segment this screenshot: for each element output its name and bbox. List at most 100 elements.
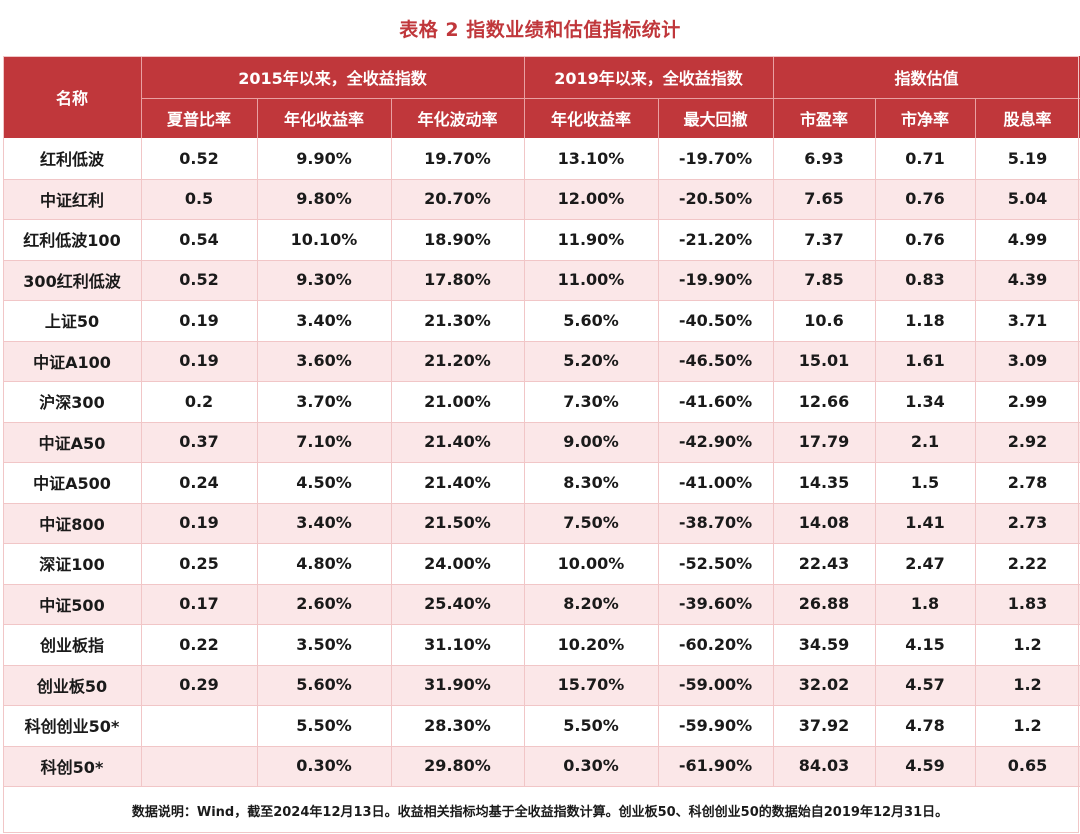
row-divider: [3, 462, 1080, 463]
table-cell: 26.88: [798, 594, 850, 614]
table-cell: 34.59: [798, 634, 850, 654]
row-divider: [3, 705, 1080, 706]
table-cell: [141, 746, 257, 787]
header-name: 名称: [55, 89, 88, 108]
table-cell: 3.50%: [296, 634, 352, 654]
table-cell: 7.85: [804, 270, 844, 290]
table-cell: -60.20%: [678, 634, 753, 654]
table-cell: 1.18: [905, 310, 945, 330]
table-cell: 0.30%: [563, 756, 619, 776]
table-cell: 1.8: [910, 594, 940, 614]
table-row: 上证50 0.19 3.40% 21.30% 5.60% -40.50% 10.6 1.18 3…: [3, 300, 1080, 341]
column-divider: [773, 138, 774, 786]
table-cell: 11.00%: [557, 270, 625, 290]
header-group-valuation: 指数估值: [894, 69, 959, 88]
row-divider: [3, 300, 1080, 301]
table-cell: -19.90%: [678, 270, 753, 290]
row-divider: [3, 583, 1080, 585]
table-cell: -40.50%: [678, 310, 753, 330]
table-cell: 13.10%: [557, 148, 625, 168]
table-cell: 7.50%: [563, 513, 619, 533]
row-name-cell: 科创创业50*: [24, 717, 120, 737]
column-divider: [875, 138, 876, 786]
table-cell: 2.78: [1007, 472, 1048, 492]
table-cell: 5.60%: [296, 675, 352, 695]
table-cell: 5.20%: [563, 351, 619, 371]
table-cell: 4.57: [905, 675, 945, 695]
table-body: 红利低波 0.52 9.90% 19.70% 13.10% -19.70% 6.93 0.71…: [3, 138, 1080, 787]
row-divider: [3, 421, 1080, 423]
row-name-cell: 300红利低波: [23, 271, 121, 291]
table-cell: 2.99: [1007, 391, 1048, 411]
table-cell: -42.90%: [678, 432, 753, 452]
table-cell: -19.70%: [678, 148, 753, 168]
header-col-pb: 市净率: [900, 110, 949, 129]
table-cell: 1.2: [1013, 675, 1042, 695]
table-cell: 37.92: [798, 715, 850, 735]
table-cell: 4.99: [1007, 229, 1048, 249]
header-col-pe: 市盈率: [799, 110, 848, 129]
table-cell: 1.2: [1013, 634, 1042, 654]
table-cell: 5.50%: [296, 715, 352, 735]
table-header: 名称 2015年以来，全收益指数 2019年以来，全收益指数 指数估值 夏普比率…: [3, 56, 1080, 138]
table-cell: 10.10%: [290, 229, 358, 249]
table-cell: 5.04: [1007, 189, 1048, 209]
table-cell: 0.71: [905, 148, 945, 168]
table-cell: 7.65: [804, 189, 844, 209]
table-cell: 15.01: [798, 351, 850, 371]
table-cell: 22.43: [798, 553, 850, 573]
table-row: 创业板指 0.22 3.50% 31.10% 10.20% -60.20% 34.59 4.1…: [3, 624, 1080, 665]
table-cell: 12.00%: [557, 189, 625, 209]
table-row: 科创50* 0.30% 29.80% 0.30% -61.90% 84.03 4.59 0.6…: [3, 745, 1080, 787]
table-cell: 7.10%: [296, 432, 352, 452]
table-cell: 10.20%: [557, 634, 625, 654]
table-cell: 2.60%: [296, 594, 352, 614]
header-col-sharpe: 夏普比率: [166, 110, 231, 129]
table-cell: 21.40%: [424, 432, 491, 452]
table-cell: 8.20%: [563, 594, 619, 614]
row-divider: [3, 259, 1080, 261]
table-row: 中证A50 0.37 7.10% 21.40% 9.00% -42.90% 17.79 2.1…: [3, 421, 1080, 462]
header-col-max-drawdown: 最大回撤: [683, 110, 748, 129]
table-row: 中证红利 0.5 9.80% 20.70% 12.00% -20.50% 7.65 0.76 5…: [3, 178, 1080, 219]
table-row: 中证A500 0.24 4.50% 21.40% 8.30% -41.00% 14.35 1.…: [3, 462, 1080, 503]
table-cell: 21.20%: [424, 351, 491, 371]
table-cell: 3.71: [1007, 310, 1048, 330]
table-row: 中证500 0.17 2.60% 25.40% 8.20% -39.60% 26.88 1.8…: [3, 583, 1080, 624]
table-row: 中证800 0.19 3.40% 21.50% 7.50% -38.70% 14.08 1.4…: [3, 502, 1080, 543]
table-cell: 0.24: [179, 472, 219, 492]
table-cell: -59.00%: [678, 675, 753, 695]
row-name-cell: 中证A50: [38, 433, 106, 453]
table-cell: 3.40%: [296, 513, 352, 533]
table-cell: -20.50%: [678, 189, 753, 209]
table-cell: 0.29: [179, 675, 219, 695]
table-cell: 0.52: [179, 270, 219, 290]
table-cell: 10.00%: [557, 553, 625, 573]
header-divider: [875, 98, 876, 138]
table-cell: 6.93: [804, 148, 844, 168]
table-row: 沪深300 0.2 3.70% 21.00% 7.30% -41.60% 12.66 1.34…: [3, 381, 1080, 422]
table-cell: -41.60%: [678, 391, 753, 411]
row-name-cell: 红利低波100: [23, 231, 121, 251]
row-name-cell: 创业板指: [39, 636, 104, 656]
table-cell: 21.50%: [424, 513, 491, 533]
table-cell: 32.02: [798, 675, 850, 695]
table-cell: 28.30%: [424, 715, 491, 735]
table-cell: 0.76: [905, 189, 945, 209]
table-cell: 9.00%: [563, 432, 619, 452]
row-divider: [3, 664, 1080, 666]
table-cell: 1.61: [905, 351, 945, 371]
table-cell: 24.00%: [424, 553, 491, 573]
table-cell: 15.70%: [557, 675, 625, 695]
column-divider: [391, 138, 392, 786]
table-cell: 3.09: [1007, 351, 1048, 371]
table-cell: 8.30%: [563, 472, 619, 492]
row-name-cell: 中证A100: [33, 352, 111, 372]
table-cell: 0.17: [179, 594, 219, 614]
table-cell: 5.19: [1007, 148, 1048, 168]
table-cell: 1.5: [910, 472, 940, 492]
table-cell: -61.90%: [678, 756, 753, 776]
table-cell: 0.37: [179, 432, 219, 452]
table-cell: 1.34: [905, 391, 945, 411]
table-cell: 0.22: [179, 634, 219, 654]
